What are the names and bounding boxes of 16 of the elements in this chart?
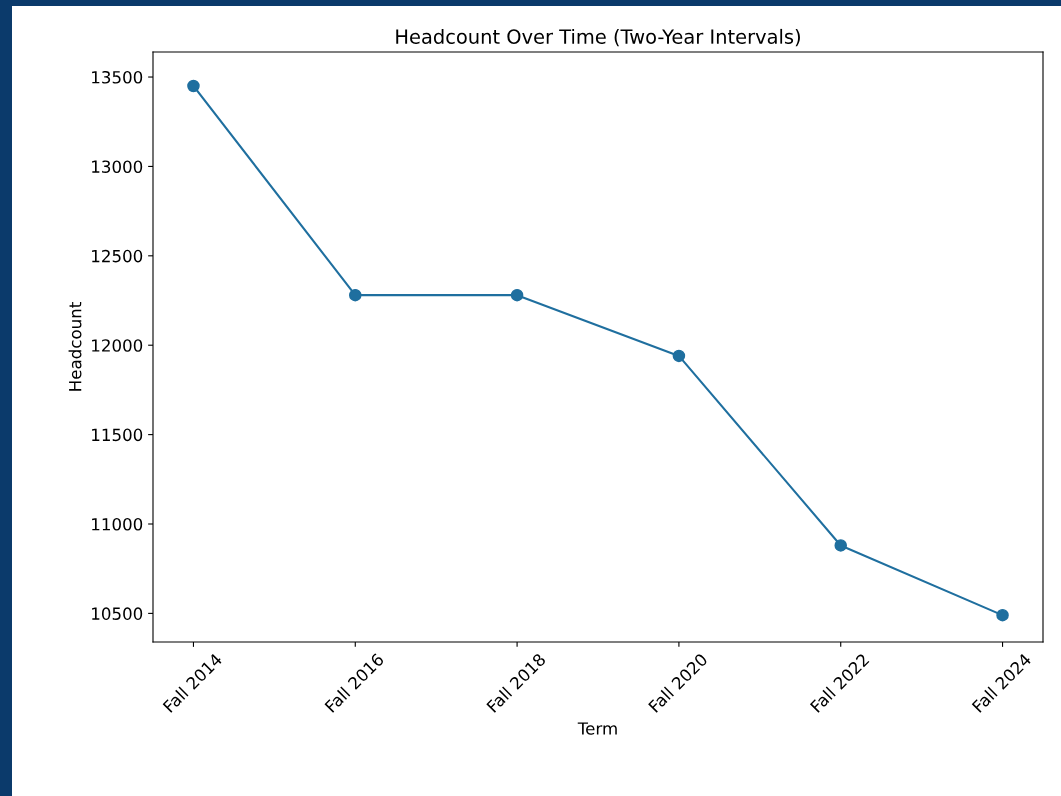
point [834, 539, 847, 552]
y-tick-label: 13000 [92, 160, 143, 173]
point [349, 288, 362, 302]
point [996, 608, 1009, 622]
chart-title: Headcount Over Time (Two-Year Intervals) [396, 28, 800, 47]
point [672, 349, 686, 363]
y-tick-label: 10500 [92, 607, 143, 620]
point [187, 79, 200, 93]
y-tick-label: 12500 [92, 249, 143, 263]
x-axis-title: Term [577, 722, 617, 735]
y-axis-title: Headcount [68, 302, 82, 391]
y-tick-label: 13500 [92, 70, 143, 84]
point [510, 288, 524, 302]
y-tick-label: 11000 [92, 517, 143, 531]
y-tick-label: 12000 [92, 339, 143, 352]
y-tick-label: 11500 [92, 428, 143, 442]
